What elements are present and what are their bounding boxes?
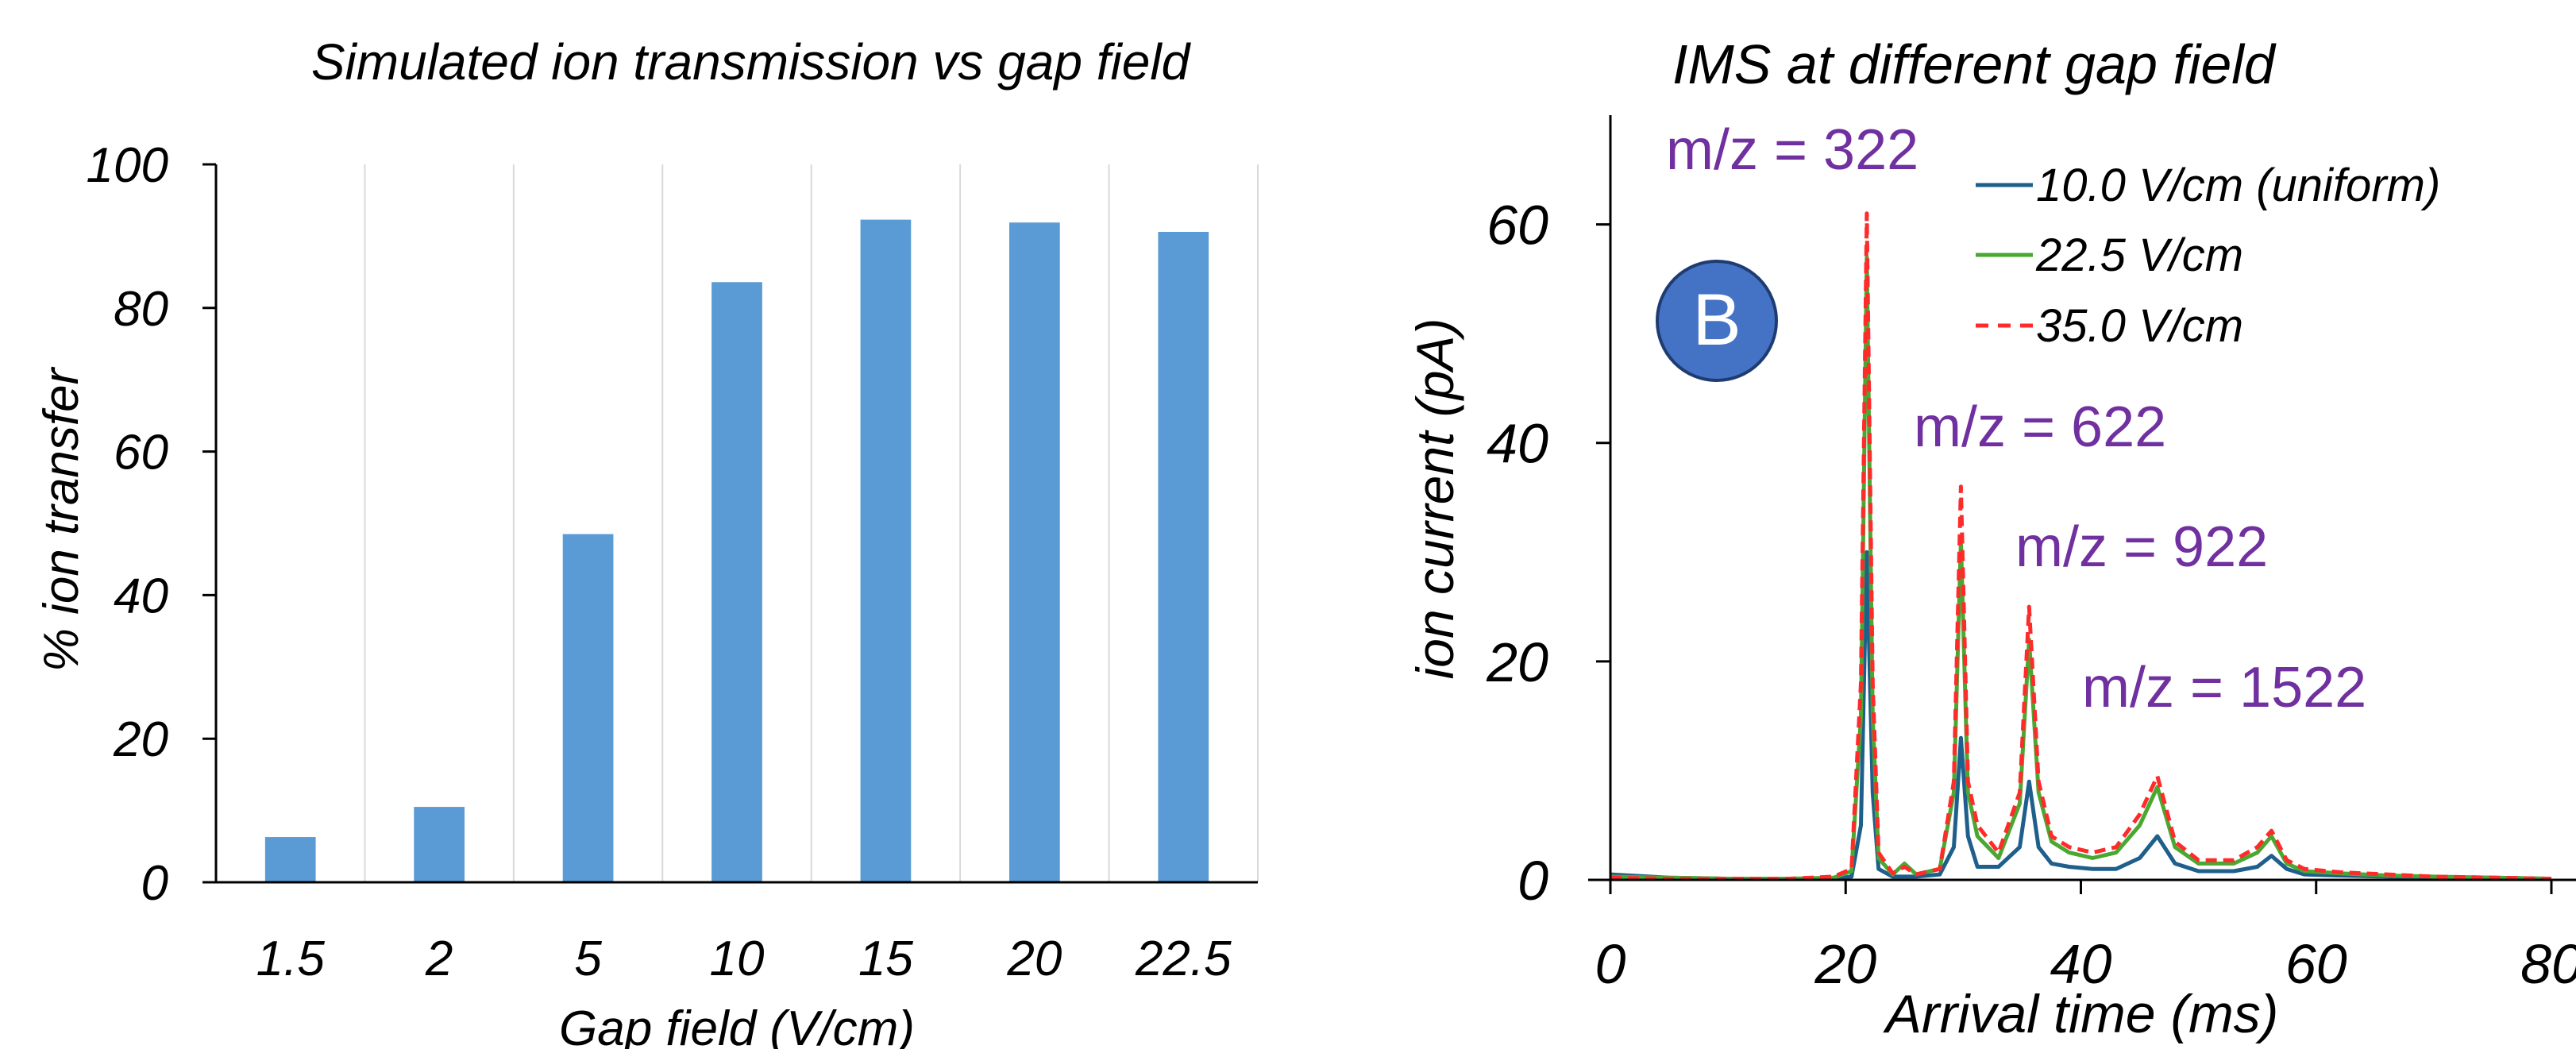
- line-chart-legend: 10.0 V/cm (uniform) 22.5 V/cm 35.0 V/cm: [1976, 160, 2440, 352]
- bar: [414, 807, 465, 882]
- bar-chart-title: Simulated ion transmission vs gap field: [311, 33, 1192, 91]
- bar-chart-bars: [264, 219, 1209, 883]
- bar-chart-y-tick-label: 40: [114, 569, 168, 623]
- line-chart-panel: IMS at different gap field 0 20 40 60 0 20 40…: [1406, 33, 2576, 1044]
- bar: [1008, 222, 1060, 882]
- bar-chart-x-tick-label: 10: [710, 932, 765, 986]
- bar-chart-panel: Simulated ion transmission vs gap field …: [34, 33, 1259, 1053]
- bar-chart-x-tick-labels: 1.5 2 5 10 15 20 22.5: [256, 932, 1232, 986]
- bar: [562, 534, 614, 882]
- peak-annotation-mz-1522: m/z = 1522: [2082, 656, 2366, 719]
- bar: [1158, 231, 1209, 882]
- bar-chart-y-tick-label: 80: [114, 282, 168, 337]
- bar-chart-x-tick-label: 15: [858, 932, 913, 986]
- line-chart-x-ticks: 0 20 40 60 80: [1595, 880, 2576, 995]
- line-chart-y-tick-label: 60: [1487, 195, 1548, 256]
- series-line-1: [1610, 550, 2552, 881]
- series-line-3: [1610, 211, 2552, 881]
- panel-label-badge: B: [1656, 260, 1778, 382]
- legend-label-series-3: 35.0 V/cm: [2036, 300, 2243, 352]
- bar-chart-x-axis-label: Gap field (V/cm): [559, 1001, 915, 1049]
- bar-chart-y-ticks: 0 20 40 60 80 100: [87, 138, 216, 911]
- line-chart-x-tick-label: 20: [1814, 933, 1876, 995]
- bar-chart-gridlines: [364, 164, 1259, 882]
- line-chart-title: IMS at different gap field: [1672, 33, 2277, 95]
- bar-chart-y-tick-label: 20: [113, 712, 168, 767]
- bar-chart-x-tick-label: 5: [574, 932, 602, 986]
- line-chart-x-tick-label: 60: [2285, 933, 2347, 995]
- line-chart-x-tick-label: 0: [1595, 933, 1626, 995]
- line-chart-y-ticks: 0 20 40 60: [1486, 195, 1610, 912]
- panel-label-circle: [1656, 260, 1778, 382]
- peak-annotation-mz-922: m/z = 922: [2015, 515, 2268, 579]
- bar: [711, 282, 762, 883]
- legend-label-series-2: 22.5 V/cm: [2035, 230, 2243, 281]
- peak-annotation-mz-622: m/z = 622: [1914, 395, 2166, 459]
- bar: [264, 837, 316, 882]
- bar-chart-y-tick-label: 60: [114, 426, 168, 480]
- legend-label-series-1: 10.0 V/cm (uniform): [2036, 160, 2440, 211]
- bar: [860, 219, 912, 882]
- bar-chart-y-tick-label: 0: [141, 856, 168, 911]
- line-chart-y-tick-label: 20: [1486, 631, 1548, 693]
- bar-chart-x-tick-label: 1.5: [256, 932, 326, 986]
- line-chart-series: [1610, 211, 2552, 881]
- line-chart-x-axis-label: Arrival time (ms): [1883, 984, 2279, 1044]
- bar-chart-y-tick-label: 100: [87, 138, 168, 193]
- bar-chart-x-tick-label: 2: [425, 932, 453, 986]
- line-chart-x-tick-label: 40: [2050, 933, 2112, 995]
- bar-chart-y-axis-label: % ion transfer: [34, 366, 89, 672]
- bar-chart-x-tick-label: 22.5: [1135, 932, 1232, 986]
- line-chart-y-axis-label: ion current (pA): [1406, 318, 1464, 680]
- line-chart-x-tick-label: 80: [2520, 933, 2576, 995]
- panel-label-text: B: [1692, 280, 1741, 361]
- line-chart-y-tick-label: 40: [1487, 413, 1548, 475]
- peak-annotation-mz-322: m/z = 322: [1666, 118, 1919, 182]
- line-chart-y-tick-label: 0: [1517, 850, 1548, 912]
- bar-chart-x-tick-label: 20: [1006, 932, 1062, 986]
